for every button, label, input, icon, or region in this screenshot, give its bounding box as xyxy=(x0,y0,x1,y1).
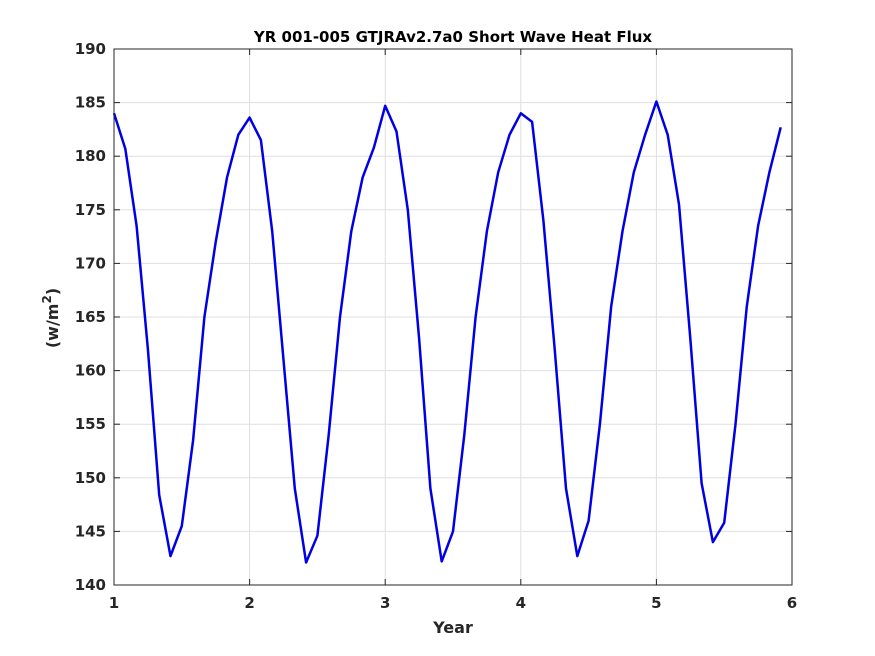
x-tick-label: 1 xyxy=(109,594,119,612)
y-tick-label: 160 xyxy=(75,362,106,380)
y-tick-label: 175 xyxy=(75,201,106,219)
y-tick-label: 170 xyxy=(75,254,106,272)
grid-lines xyxy=(113,48,793,586)
y-tick-labels: 140 145 150 155 160 165 170 175 180 185 190 xyxy=(75,40,106,594)
x-tick-labels: 1 2 3 4 5 6 xyxy=(109,594,797,612)
series-layer xyxy=(112,100,782,564)
axis-ticks xyxy=(113,48,793,586)
y-axis-label-superscript: 2 xyxy=(40,295,54,303)
chart-title: YR 001-005 GTJRAv2.7a0 Short Wave Heat F… xyxy=(253,28,653,46)
y-tick-label: 155 xyxy=(75,415,106,433)
y-tick-label: 140 xyxy=(75,576,106,594)
y-axis-label-main: (w/m xyxy=(43,304,62,349)
y-tick-label: 150 xyxy=(75,469,106,487)
y-tick-label: 165 xyxy=(75,308,106,326)
series-line-0 xyxy=(112,100,782,564)
x-axis-label: Year xyxy=(432,618,473,637)
x-tick-label: 4 xyxy=(516,594,526,612)
y-tick-label: 180 xyxy=(75,147,106,165)
x-tick-label: 2 xyxy=(244,594,254,612)
y-tick-label: 185 xyxy=(75,94,106,112)
x-tick-label: 5 xyxy=(651,594,661,612)
y-axis-label: (w/m2) xyxy=(40,288,62,348)
y-axis-label-close: ) xyxy=(43,288,62,295)
x-tick-label: 3 xyxy=(380,594,390,612)
y-tick-label: 145 xyxy=(75,522,106,540)
y-tick-label: 190 xyxy=(75,40,106,58)
x-tick-label: 6 xyxy=(787,594,797,612)
